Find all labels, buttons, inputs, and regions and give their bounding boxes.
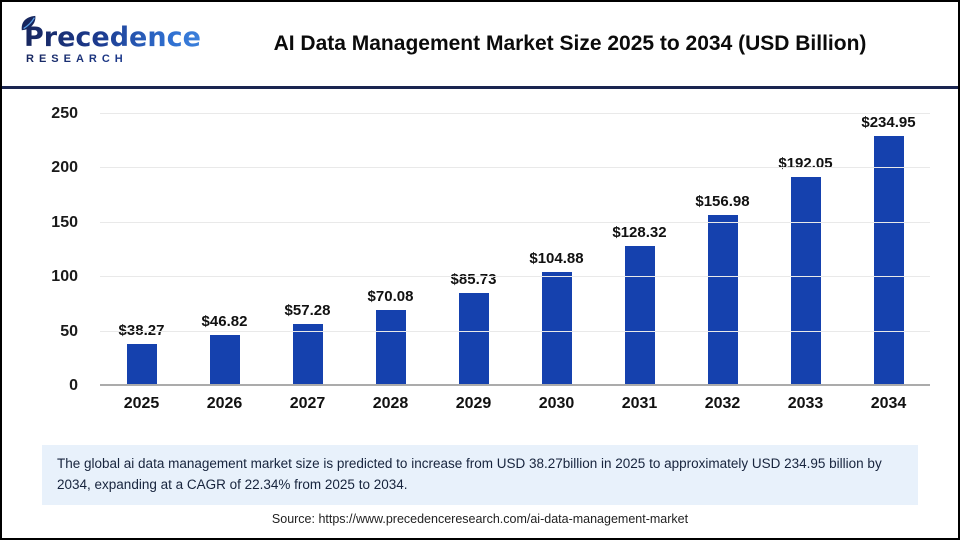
chart-title: AI Data Management Market Size 2025 to 2… bbox=[273, 32, 867, 55]
bar-cell-2034: $234.95 bbox=[847, 114, 930, 386]
bar-2032 bbox=[707, 215, 738, 386]
x-axis: 2025 2026 2027 2028 2029 2030 2031 2032 2033 2034 bbox=[100, 395, 930, 413]
y-tick-label: 150 bbox=[51, 213, 78, 231]
bars-row: $38.27 $46.82 $57.28 $70.08 $85.73 $104.88 $12… bbox=[100, 114, 930, 386]
x-tick-label: 2028 bbox=[372, 395, 409, 412]
bar-cell-2028: $70.08 bbox=[349, 114, 432, 386]
gridline bbox=[100, 221, 930, 223]
header-divider bbox=[2, 86, 958, 89]
bar-2034 bbox=[873, 136, 904, 386]
source-line: Source: https://www.precedenceresearch.c… bbox=[271, 511, 689, 526]
bar-value-label: $156.98 bbox=[695, 193, 750, 211]
bar-value-label: $85.73 bbox=[450, 270, 497, 288]
bar-cell-2029: $85.73 bbox=[432, 114, 515, 386]
bar-2030 bbox=[541, 271, 572, 386]
leaf-icon bbox=[20, 15, 38, 38]
bar-cell-2025: $38.27 bbox=[100, 114, 183, 386]
bar-cell-2026: $46.82 bbox=[183, 114, 266, 386]
y-tick-label: 250 bbox=[51, 105, 78, 122]
summary-box: The global ai data management market siz… bbox=[42, 445, 918, 505]
bar-2033 bbox=[790, 177, 821, 386]
bar-cell-2030: $104.88 bbox=[515, 114, 598, 386]
axis-baseline bbox=[100, 384, 930, 386]
x-tick-label: 2034 bbox=[870, 395, 907, 412]
bar-2028 bbox=[375, 309, 406, 386]
x-tick-label: 2032 bbox=[704, 395, 741, 412]
brand-logo: Precedence RESEARCH bbox=[20, 15, 210, 65]
x-tick-label: 2029 bbox=[455, 395, 492, 412]
plot-area: $38.27 $46.82 $57.28 $70.08 $85.73 $104.88 $12… bbox=[100, 113, 930, 386]
logo-subtitle: RESEARCH bbox=[24, 53, 210, 65]
bar-value-label: $104.88 bbox=[529, 249, 584, 267]
x-tick-label: 2025 bbox=[123, 395, 160, 412]
bar-chart: 0 50 100 150 200 250 $38.27 $46.82 $57.28 $70.08… bbox=[2, 89, 958, 438]
header: Precedence RESEARCH AI Data Management M… bbox=[2, 2, 958, 86]
bar-cell-2032: $156.98 bbox=[681, 114, 764, 386]
x-tick-label: 2030 bbox=[538, 395, 575, 412]
bar-value-label: $57.28 bbox=[284, 301, 331, 319]
x-tick-label: 2026 bbox=[206, 395, 243, 412]
bar-value-label: $70.08 bbox=[367, 287, 414, 305]
bar-cell-2031: $128.32 bbox=[598, 114, 681, 386]
bar-2031 bbox=[624, 246, 655, 386]
gridline bbox=[100, 330, 930, 332]
bar-value-label: $192.05 bbox=[778, 155, 833, 173]
summary-text: The global ai data management market siz… bbox=[57, 456, 882, 492]
y-tick-label: 50 bbox=[60, 322, 78, 340]
bar-value-label: $128.32 bbox=[612, 224, 667, 242]
logo-wordmark: Precedence bbox=[24, 24, 210, 51]
bar-value-label: $234.95 bbox=[861, 114, 916, 131]
x-tick-label: 2033 bbox=[787, 395, 824, 412]
bar-2026 bbox=[209, 335, 240, 386]
y-tick-label: 200 bbox=[51, 159, 78, 177]
gridline bbox=[100, 276, 930, 278]
bar-2029 bbox=[458, 292, 489, 386]
y-tick-label: 0 bbox=[69, 377, 78, 394]
y-axis: 0 50 100 150 200 250 bbox=[2, 105, 86, 394]
bar-value-label: $46.82 bbox=[201, 313, 248, 331]
bar-cell-2033: $192.05 bbox=[764, 114, 847, 386]
bar-2027 bbox=[292, 323, 323, 386]
gridline bbox=[100, 113, 930, 114]
bar-2025 bbox=[126, 344, 157, 386]
bar-cell-2027: $57.28 bbox=[266, 114, 349, 386]
gridline bbox=[100, 167, 930, 169]
x-tick-label: 2027 bbox=[289, 395, 326, 412]
y-tick-label: 100 bbox=[51, 268, 78, 286]
x-tick-label: 2031 bbox=[621, 395, 658, 412]
